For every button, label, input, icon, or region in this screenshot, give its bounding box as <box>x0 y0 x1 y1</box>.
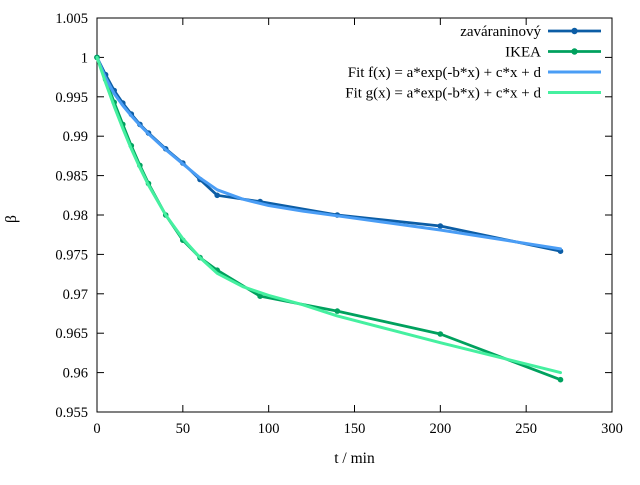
y-tick-label: 0.965 <box>55 326 88 342</box>
legend-marker-ikea <box>571 48 578 55</box>
series-ikea-marker <box>257 293 263 300</box>
series-ikea-marker <box>437 331 444 337</box>
series-zavaraninovy-marker <box>437 223 444 229</box>
y-tick-label: 0.955 <box>55 405 88 421</box>
y-tick-label: 0.98 <box>63 208 88 224</box>
y-tick-label: 1 <box>81 50 88 66</box>
y-tick-label: 0.99 <box>63 129 88 145</box>
x-tick-label: 100 <box>258 421 280 437</box>
series-fit-f-line <box>95 55 562 251</box>
legend-label-zavaraninovy: zaváraninový <box>460 24 541 40</box>
x-axis-title: t / min <box>334 450 375 467</box>
legend-label-fit-f: Fit f(x) = a*exp(-b*x) + c*x + d <box>348 65 542 81</box>
series-fit-g-line <box>95 55 562 375</box>
y-tick-label: 1.005 <box>55 11 88 27</box>
x-tick-label: 0 <box>93 421 100 437</box>
y-tick-label: 0.96 <box>63 366 88 382</box>
x-tick-label: 300 <box>601 421 623 437</box>
y-tick-label: 0.985 <box>55 169 88 185</box>
x-tick-label: 150 <box>344 421 366 437</box>
x-tick-label: 200 <box>429 421 451 437</box>
x-tick-label: 50 <box>176 421 191 437</box>
series-zavaraninovy-marker <box>214 192 220 199</box>
y-tick-label: 0.995 <box>55 90 88 106</box>
series-ikea-marker <box>557 376 564 383</box>
y-tick-label: 0.975 <box>55 247 88 263</box>
series-ikea-marker <box>334 308 341 314</box>
x-tick-label: 250 <box>515 421 537 437</box>
legend-marker-zavaraninovy <box>571 27 578 35</box>
legend-label-ikea: IKEA <box>505 45 541 61</box>
legend-label-fit-g: Fit g(x) = a*exp(-b*x) + c*x + d <box>345 86 541 102</box>
y-axis-title: β <box>3 215 20 223</box>
y-tick-label: 0.97 <box>63 287 88 303</box>
